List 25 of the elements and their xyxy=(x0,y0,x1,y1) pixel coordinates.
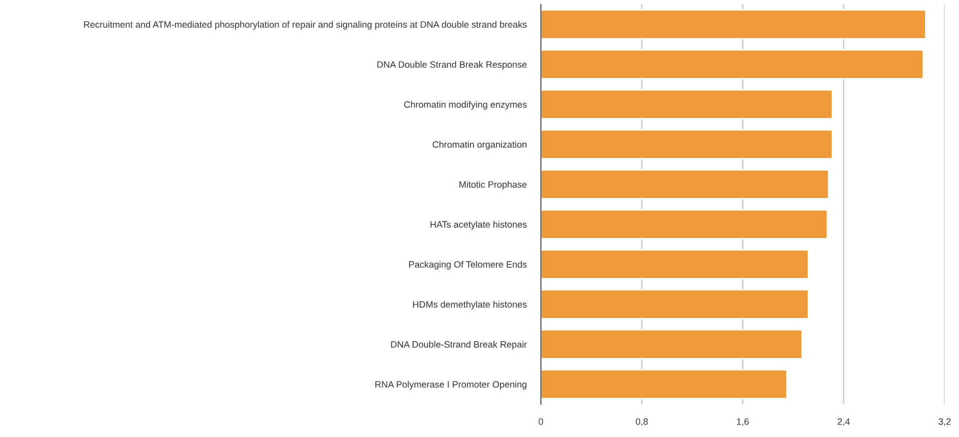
bar xyxy=(540,249,810,280)
bar xyxy=(540,129,834,160)
bar xyxy=(540,169,830,200)
x-tick-label: 1,6 xyxy=(737,418,749,426)
y-tick-label: Chromatin modifying enzymes xyxy=(404,101,527,110)
bar xyxy=(540,9,926,40)
bar xyxy=(540,209,828,240)
y-tick-label: HDMs demethylate histones xyxy=(413,300,527,310)
y-tick-label: Packaging Of Telomere Ends xyxy=(409,260,527,270)
bar xyxy=(540,329,803,360)
x-tick-label: 0,8 xyxy=(636,418,648,426)
x-tick-label: 3,2 xyxy=(938,418,951,426)
bar xyxy=(540,49,924,80)
y-tick-label: Recruitment and ATM-mediated phosphorylation of repair and signaling proteins at DNA double strand breaks xyxy=(84,21,527,30)
bar xyxy=(540,289,810,320)
bar xyxy=(540,369,788,400)
bar xyxy=(540,89,834,120)
y-tick-label: DNA Double Strand Break Response xyxy=(377,61,527,70)
y-tick-label: RNA Polymerase I Promoter Opening xyxy=(375,380,526,390)
y-tick-label: DNA Double-Strand Break Repair xyxy=(391,340,527,350)
y-tick-label: HATs acetylate histones xyxy=(430,220,527,230)
y-tick-label: Chromatin organization xyxy=(432,141,526,150)
y-tick-label: Mitotic Prophase xyxy=(459,180,527,190)
x-tick-label: 2,4 xyxy=(838,418,850,426)
x-tick-label: 0 xyxy=(538,418,544,425)
